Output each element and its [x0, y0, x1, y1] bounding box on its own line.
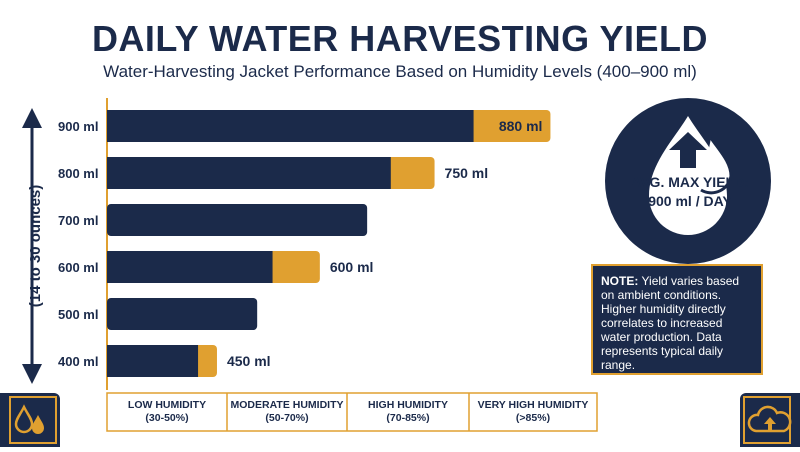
arrow-up-drop-icon — [649, 116, 733, 235]
x-category-label: (50-70%) — [265, 412, 308, 424]
bar-data-label: 450 ml — [227, 353, 271, 369]
axis-arrow-down-icon — [22, 364, 42, 384]
bottom-right-corner — [740, 393, 800, 447]
bar-navy-segment — [107, 110, 474, 142]
bar-navy-segment — [107, 251, 273, 283]
note-label: NOTE: — [601, 274, 639, 288]
x-category-label: (70-85%) — [386, 412, 429, 424]
chart-title: DAILY WATER HARVESTING YIELD — [91, 18, 709, 59]
category-strip — [106, 392, 598, 432]
x-category-label: MODERATE HUMIDITY — [231, 399, 344, 411]
bar-navy-segment — [107, 298, 258, 330]
avg-yield-text: AVG. MAX YIELD: 900 ml / DAY — [622, 173, 758, 211]
cloud-upload-icon — [743, 396, 792, 444]
x-category-label: (30-50%) — [145, 412, 188, 424]
bar-data-label: 600 ml — [330, 259, 374, 275]
y-tick-label: 600 ml — [58, 260, 98, 275]
water-drops-icon — [9, 396, 57, 444]
y-tick-label: 900 ml — [58, 119, 98, 134]
axis-arrow-up-icon — [22, 108, 42, 128]
bar-navy-segment — [107, 204, 368, 236]
y-axis-label: (14 to 30 ounces) — [27, 185, 44, 308]
bar-data-label: 750 ml — [445, 165, 489, 181]
y-tick-label: 400 ml — [58, 354, 98, 369]
y-tick-label: 700 ml — [58, 213, 98, 228]
x-category-label: VERY HIGH HUMIDITY — [478, 399, 589, 411]
chart-subtitle: Water-Harvesting Jacket Performance Base… — [103, 62, 697, 81]
x-category-label: HIGH HUMIDITY — [368, 399, 448, 411]
bar-navy-segment — [107, 345, 199, 377]
note-text: Yield varies based on ambient conditions… — [601, 274, 740, 372]
x-category-label: LOW HUMIDITY — [128, 399, 206, 411]
bar-navy-segment — [107, 157, 391, 189]
bottom-left-corner — [0, 393, 60, 447]
bar-data-label: 880 ml — [499, 118, 543, 134]
y-tick-label: 500 ml — [58, 307, 98, 322]
y-tick-label: 800 ml — [58, 166, 98, 181]
x-category-label: (>85%) — [516, 412, 550, 424]
note-box: NOTE: Yield varies based on ambient cond… — [591, 264, 763, 375]
avg-yield-label: AVG. MAX YIELD: — [631, 174, 749, 190]
avg-yield-value: 900 ml / DAY — [648, 193, 732, 209]
